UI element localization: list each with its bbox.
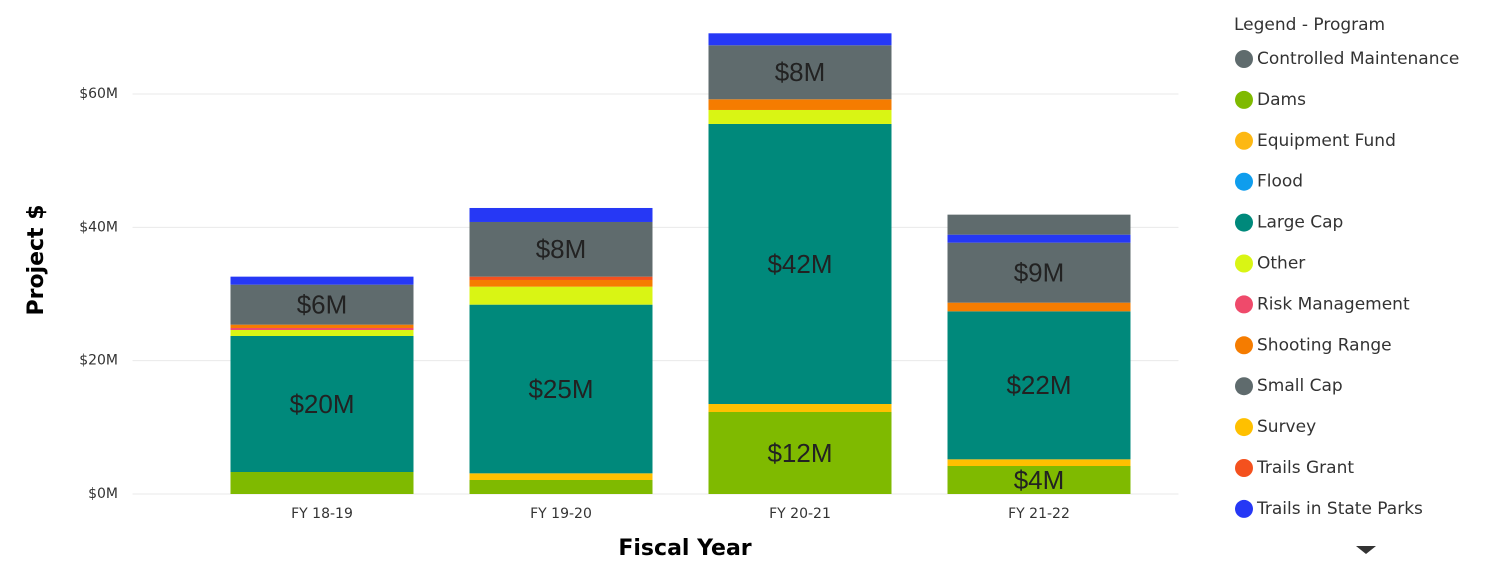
legend-label: Dams bbox=[1257, 90, 1306, 110]
legend-label: Trails Grant bbox=[1256, 458, 1354, 478]
legend-marker bbox=[1235, 295, 1253, 314]
bar-segment bbox=[947, 214, 1131, 235]
legend-marker bbox=[1235, 90, 1253, 109]
legend-label: Equipment Fund bbox=[1257, 131, 1396, 151]
bar-segment bbox=[947, 234, 1131, 243]
legend-marker bbox=[1235, 459, 1253, 477]
legend-marker bbox=[1235, 213, 1253, 232]
legend-label: Other bbox=[1257, 254, 1305, 274]
legend-marker bbox=[1235, 172, 1253, 191]
bar-segment bbox=[469, 304, 653, 474]
data-label: $6M bbox=[297, 290, 348, 320]
data-label: $20M bbox=[289, 389, 354, 419]
bar-segment bbox=[469, 473, 653, 480]
bar-segment bbox=[230, 335, 414, 472]
y-tick-label: $0M bbox=[88, 486, 118, 502]
bar-segment bbox=[230, 276, 414, 285]
legend-label: Large Cap bbox=[1257, 213, 1343, 233]
bar-segment bbox=[469, 479, 653, 494]
legend-marker bbox=[1235, 50, 1253, 68]
bar-segment bbox=[708, 411, 892, 494]
legend-marker bbox=[1235, 418, 1253, 437]
bar-segment bbox=[947, 302, 1131, 312]
bar-segment bbox=[708, 403, 892, 412]
bar-segment bbox=[230, 324, 414, 328]
data-label: $8M bbox=[536, 234, 587, 264]
legend-label: Controlled Maintenance bbox=[1257, 49, 1459, 69]
legend-label: Flood bbox=[1257, 172, 1303, 192]
bar-segment bbox=[947, 311, 1131, 460]
bar-segment bbox=[469, 279, 653, 287]
legend-label: Trails in State Parks bbox=[1256, 499, 1423, 519]
y-axis-label: Project $ bbox=[24, 204, 49, 315]
legend-title: Legend - Program bbox=[1234, 15, 1385, 35]
y-tick-label: $20M bbox=[79, 353, 118, 369]
data-label: $9M bbox=[1014, 258, 1065, 288]
legend-marker bbox=[1235, 131, 1253, 150]
bar-segment bbox=[469, 276, 653, 280]
bar-segment bbox=[708, 33, 892, 46]
bar-segment bbox=[708, 109, 892, 124]
data-label: $12M bbox=[767, 438, 832, 468]
bar-segment bbox=[708, 123, 892, 404]
bar-segment bbox=[230, 329, 414, 336]
x-axis-label: Fiscal Year bbox=[618, 536, 751, 561]
legend-marker bbox=[1235, 254, 1253, 273]
legend-label: Survey bbox=[1257, 417, 1316, 437]
x-tick-label: FY 19-20 bbox=[530, 506, 592, 522]
bar-segment bbox=[469, 221, 653, 277]
data-label: $22M bbox=[1006, 370, 1071, 400]
legend-scroll-arrow[interactable] bbox=[1356, 546, 1376, 554]
x-tick-label: FY 20-21 bbox=[769, 506, 831, 522]
bar-segment bbox=[230, 284, 414, 325]
x-tick-label: FY 18-19 bbox=[291, 506, 353, 522]
y-tick-label: $40M bbox=[79, 219, 118, 235]
bar-segment bbox=[947, 242, 1131, 303]
data-label: $4M bbox=[1014, 465, 1065, 495]
bar-segment bbox=[230, 471, 414, 494]
bar-segment bbox=[708, 99, 892, 110]
bar-segment bbox=[947, 465, 1131, 494]
bar-segment bbox=[469, 207, 653, 222]
x-tick-label: FY 21-22 bbox=[1008, 506, 1070, 522]
y-tick-label: $60M bbox=[79, 86, 118, 102]
data-label: $42M bbox=[767, 249, 832, 279]
bar-segment bbox=[947, 459, 1131, 466]
data-label: $25M bbox=[528, 374, 593, 404]
data-label: $8M bbox=[775, 57, 826, 87]
legend-label: Small Cap bbox=[1257, 376, 1343, 396]
legend-marker bbox=[1235, 499, 1253, 518]
bar-segment bbox=[230, 327, 414, 330]
legend-marker bbox=[1235, 336, 1253, 355]
legend-marker bbox=[1235, 377, 1253, 396]
legend-label: Shooting Range bbox=[1257, 335, 1392, 355]
bar-segment bbox=[708, 45, 892, 100]
legend-label: Risk Management bbox=[1257, 294, 1410, 314]
bar-segment bbox=[469, 286, 653, 305]
